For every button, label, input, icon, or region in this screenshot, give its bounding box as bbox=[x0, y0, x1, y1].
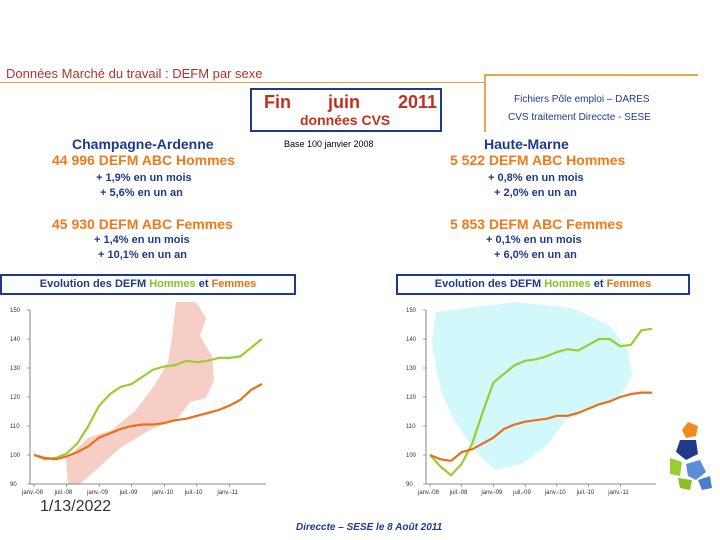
chart-label-left-women: Femmes bbox=[211, 278, 257, 290]
source-line-2: CVS traitement Direccte - SESE bbox=[508, 112, 651, 123]
x-tick-label: janv.-09 bbox=[86, 490, 109, 496]
y-tick-label: 90 bbox=[406, 482, 413, 488]
y-tick-label: 120 bbox=[406, 395, 417, 401]
period-year: 2011 bbox=[398, 92, 438, 112]
header-divider-vertical bbox=[484, 74, 486, 132]
map-piece-blue bbox=[676, 440, 698, 460]
x-tick-label: janv.-10 bbox=[151, 490, 174, 496]
x-tick-label: juil.-08 bbox=[54, 490, 73, 496]
period-fin: Fin bbox=[264, 92, 291, 112]
y-tick-label: 150 bbox=[10, 308, 21, 314]
series-line-femmes bbox=[429, 391, 652, 462]
x-tick-label: juil.-08 bbox=[449, 490, 468, 496]
x-tick-label: janv.-11 bbox=[216, 490, 238, 496]
region-title-right: Haute-Marne bbox=[484, 136, 569, 152]
series-line-hommes bbox=[33, 338, 263, 461]
map-piece-steel bbox=[698, 476, 712, 490]
chart-label-left-prefix: Evolution des DEFM bbox=[39, 278, 150, 290]
series-line-hommes bbox=[429, 327, 653, 477]
women-month-left: + 1,4% en un mois bbox=[94, 234, 190, 246]
y-tick-label: 110 bbox=[10, 424, 20, 430]
line-chart-left: 150 140 130 120 110 100 90 janv.-08 juil.-08 janv… bbox=[10, 302, 266, 496]
chart-label-right-and: et bbox=[590, 278, 607, 290]
x-tick-label: janv.-08 bbox=[417, 490, 440, 496]
chart-label-right-prefix: Evolution des DEFM bbox=[434, 278, 545, 290]
region-title-left: Champagne-Ardenne bbox=[72, 136, 214, 152]
period-box: Fin juin 2011 données CVS bbox=[250, 88, 442, 132]
women-count-right: 5 853 DEFM ABC Femmes bbox=[450, 216, 623, 232]
chart-label-right-women: Femmes bbox=[606, 278, 652, 290]
map-piece-lime bbox=[678, 478, 692, 490]
x-tick-label: juil.-09 bbox=[119, 490, 138, 496]
men-year-right: + 2,0% en un an bbox=[494, 187, 577, 199]
map-piece-orange bbox=[682, 422, 698, 438]
y-tick-label: 140 bbox=[10, 337, 21, 343]
map-silhouette bbox=[66, 302, 214, 484]
men-month-left: + 1,9% en un mois bbox=[96, 172, 192, 184]
y-tick-label: 120 bbox=[10, 395, 21, 401]
header-divider bbox=[0, 82, 484, 83]
y-tick-label: 130 bbox=[10, 366, 21, 372]
chart-label-left-and: et bbox=[195, 278, 212, 290]
men-count-right: 5 522 DEFM ABC Hommes bbox=[450, 152, 626, 168]
y-tick-label: 150 bbox=[406, 308, 417, 314]
women-count-left: 45 930 DEFM ABC Femmes bbox=[52, 216, 233, 232]
footer-credit: Direccte – SESE le 8 Août 2011 bbox=[296, 522, 443, 533]
x-tick-label: janv.-10 bbox=[544, 490, 567, 496]
series-line-femmes bbox=[33, 383, 263, 461]
map-piece-lightblue bbox=[686, 460, 706, 480]
women-month-right: + 0,1% en un mois bbox=[486, 234, 582, 246]
y-tick-label: 90 bbox=[10, 482, 17, 488]
women-year-right: + 6,0% en un an bbox=[494, 249, 577, 261]
y-tick-label: 130 bbox=[406, 366, 417, 372]
period-month: juin bbox=[328, 92, 360, 112]
region-map-icon bbox=[670, 422, 712, 490]
header-divider-right bbox=[484, 74, 698, 76]
chart-label-left: Evolution des DEFM Hommes et Femmes bbox=[0, 274, 296, 295]
base-note: Base 100 janvier 2008 bbox=[284, 139, 374, 149]
x-tick-label: janv.-11 bbox=[607, 490, 629, 496]
map-piece-green bbox=[670, 458, 682, 476]
men-year-left: + 5,6% en un an bbox=[100, 187, 183, 199]
y-tick-label: 100 bbox=[10, 453, 21, 459]
y-tick-label: 140 bbox=[406, 337, 417, 343]
chart-label-right-men: Hommes bbox=[544, 278, 591, 290]
men-month-right: + 0,8% en un mois bbox=[488, 172, 584, 184]
men-count-left: 44 996 DEFM ABC Hommes bbox=[52, 152, 236, 168]
chart-label-left-men: Hommes bbox=[149, 278, 196, 290]
women-year-left: + 10,1% en un an bbox=[98, 249, 187, 261]
map-silhouette bbox=[432, 302, 632, 470]
slide-date: 1/13/2022 bbox=[40, 498, 112, 515]
y-tick-label: 110 bbox=[406, 424, 416, 430]
x-tick-label: janv.-09 bbox=[480, 490, 503, 496]
chart-label-right: Evolution des DEFM Hommes et Femmes bbox=[396, 274, 690, 295]
line-chart-right: 150 140 130 120 110 100 90 janv.-08 juil.-08 janv… bbox=[406, 302, 656, 496]
x-tick-label: janv.-08 bbox=[21, 490, 44, 496]
x-tick-label: juil.-10 bbox=[576, 490, 595, 496]
x-tick-label: juil.-09 bbox=[512, 490, 531, 496]
source-line-1: Fichiers Pôle emploi – DARES bbox=[514, 94, 650, 105]
x-tick-label: juil.-10 bbox=[184, 490, 203, 496]
period-note: données CVS bbox=[300, 112, 391, 128]
page-title: Données Marché du travail : DEFM par sex… bbox=[6, 66, 263, 81]
y-tick-label: 100 bbox=[406, 453, 417, 459]
